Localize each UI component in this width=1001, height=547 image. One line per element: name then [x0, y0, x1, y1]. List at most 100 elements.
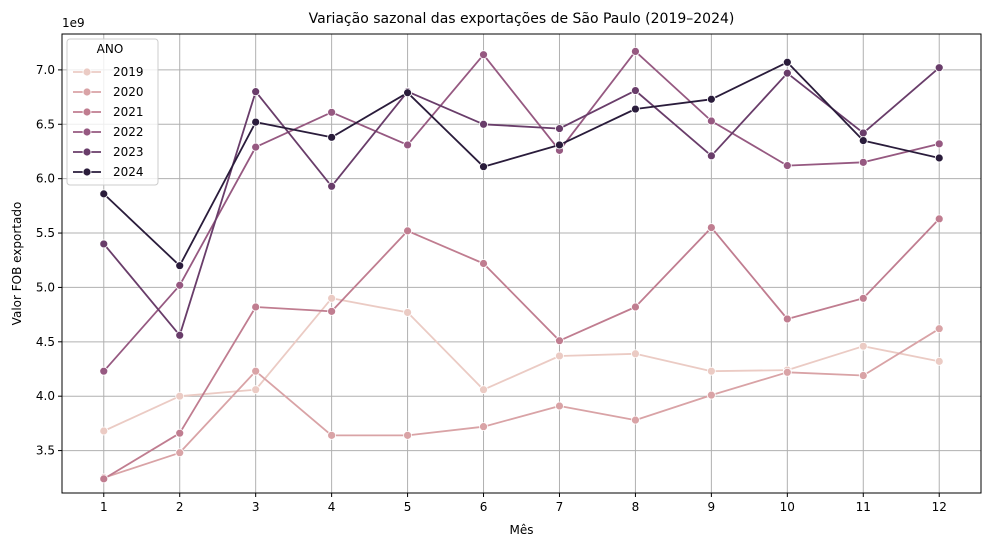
data-point — [555, 336, 564, 346]
series-2024 — [99, 57, 944, 271]
series-line — [103, 297, 940, 432]
data-point — [175, 428, 185, 438]
x-tick-label: 9 — [708, 500, 716, 514]
series-line — [103, 218, 940, 480]
data-point — [782, 57, 792, 67]
data-point — [858, 341, 868, 351]
series-2021 — [99, 214, 944, 484]
x-tick-label: 3 — [252, 500, 260, 514]
data-point — [327, 306, 337, 316]
x-tick-label: 5 — [404, 500, 412, 514]
data-point — [858, 128, 868, 138]
data-point — [555, 351, 564, 361]
data-point — [479, 119, 488, 129]
data-point — [251, 117, 261, 127]
chart-title: Variação sazonal das exportações de São … — [309, 11, 735, 27]
legend-swatch-marker — [82, 147, 92, 157]
legend-frame — [66, 38, 159, 186]
data-point — [782, 161, 792, 171]
data-point — [175, 448, 185, 458]
legend-label: 2024 — [113, 165, 144, 179]
series-lines — [99, 47, 944, 484]
series-line — [103, 50, 940, 372]
x-tick-label: 4 — [328, 500, 336, 514]
y-tick-label: 5.5 — [36, 226, 55, 240]
series-line — [103, 61, 940, 267]
legend-label: 2023 — [113, 145, 144, 159]
series-2020 — [99, 324, 944, 483]
data-point — [99, 426, 109, 436]
data-point — [555, 140, 564, 150]
y-tick-label: 6.5 — [36, 117, 55, 131]
data-point — [175, 330, 185, 340]
data-point — [858, 157, 868, 167]
legend-swatch-marker — [82, 67, 92, 77]
data-point — [858, 136, 868, 145]
series-line — [103, 67, 940, 337]
y-axis-title: Valor FOB exportado — [10, 202, 24, 326]
data-point — [479, 50, 488, 60]
x-tick-label: 1 — [100, 500, 108, 514]
series-2019 — [99, 293, 944, 436]
data-point — [251, 385, 261, 395]
x-tick-label: 10 — [780, 500, 795, 514]
data-point — [327, 430, 337, 440]
data-point — [479, 385, 488, 395]
legend-label: 2020 — [113, 85, 144, 99]
data-point — [175, 280, 185, 290]
data-point — [403, 430, 412, 440]
data-point — [555, 124, 564, 134]
legend-label: 2019 — [113, 65, 144, 79]
x-tick-label: 6 — [480, 500, 488, 514]
legend: ANO 2019 2020 2021 2022 2023 2024 — [66, 38, 159, 186]
data-point — [479, 162, 488, 172]
legend-title: ANO — [97, 42, 124, 56]
data-point — [403, 308, 412, 317]
data-point — [706, 223, 716, 233]
data-point — [934, 324, 944, 334]
data-point — [327, 132, 337, 142]
series-line — [103, 328, 940, 479]
y-tick-label: 4.5 — [36, 335, 55, 349]
data-point — [631, 86, 640, 95]
legend-swatch-marker — [82, 127, 92, 137]
x-axis: 1 2 3 4 5 6 7 8 9 10 11 12 — [100, 493, 947, 514]
legend-items: 2019 2020 2021 2022 2023 2024 — [73, 65, 144, 179]
data-point — [251, 302, 261, 312]
data-point — [403, 226, 412, 236]
data-point — [934, 153, 944, 163]
y-tick-label: 6.0 — [36, 172, 55, 186]
x-tick-label: 11 — [856, 500, 871, 514]
data-point — [403, 140, 412, 150]
y-tick-label: 7.0 — [36, 63, 55, 77]
data-point — [782, 367, 792, 377]
data-point — [251, 87, 261, 97]
data-point — [631, 104, 640, 114]
grid — [62, 34, 981, 493]
y-axis: 3.5 4.0 4.5 5.0 5.5 6.0 6.5 7.0 — [36, 63, 62, 458]
data-point — [99, 239, 109, 249]
data-point — [858, 293, 868, 303]
data-point — [782, 314, 792, 324]
data-point — [175, 261, 185, 271]
data-point — [251, 366, 261, 376]
data-point — [934, 356, 944, 366]
data-point — [175, 391, 185, 401]
x-tick-label: 12 — [932, 500, 947, 514]
data-point — [934, 214, 944, 224]
data-point — [631, 415, 640, 425]
plot-frame — [61, 33, 982, 494]
data-point — [327, 181, 337, 191]
data-point — [555, 401, 564, 411]
x-axis-title: Mês — [510, 523, 534, 537]
legend-label: 2021 — [113, 105, 144, 119]
y-tick-label: 3.5 — [36, 444, 55, 458]
data-point — [706, 151, 716, 161]
series-2023 — [99, 63, 944, 340]
data-point — [479, 259, 488, 268]
legend-swatch-marker — [82, 167, 92, 177]
data-point — [327, 107, 337, 117]
y-tick-label: 4.0 — [36, 389, 55, 403]
data-point — [706, 116, 716, 126]
